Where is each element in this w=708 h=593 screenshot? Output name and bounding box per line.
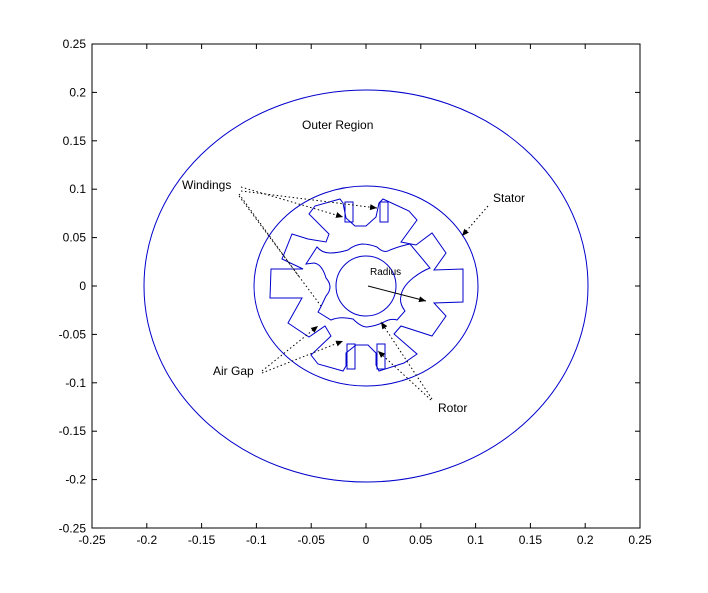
x-tick-label: 0.05: [409, 533, 433, 547]
stator-label: Stator: [493, 191, 525, 205]
x-tick-marks: [91, 44, 641, 528]
y-tick-label: -0.1: [65, 376, 86, 390]
y-tick-labels: 0.25 0.2 0.15 0.1 0.05 0 -0.05 -0.1 -0.1…: [59, 37, 87, 535]
x-tick-label: -0.25: [78, 533, 106, 547]
rotor-label: Rotor: [438, 401, 467, 415]
outer-region-label: Outer Region: [302, 118, 373, 132]
y-tick-label: -0.2: [65, 473, 86, 487]
axes-frame: [91, 43, 641, 529]
x-tick-label: 0.25: [628, 533, 652, 547]
x-tick-label: 0.1: [467, 533, 484, 547]
annotation-leaders: [238, 186, 489, 401]
x-tick-label: -0.2: [136, 533, 157, 547]
stator-outer-boundary: [253, 185, 479, 387]
winding-top-right: [379, 201, 389, 223]
shaft-circle: [335, 255, 397, 317]
motor-geometry: [143, 89, 589, 483]
y-tick-label: 0.05: [63, 231, 87, 245]
outer-region-boundary: [143, 89, 589, 483]
radius-arrow: [367, 285, 427, 303]
y-tick-label: 0.15: [63, 134, 87, 148]
x-tick-labels: -0.25 -0.2 -0.15 -0.1 -0.05 0 0.05 0.1 0…: [78, 533, 652, 547]
y-tick-label: -0.05: [59, 327, 87, 341]
y-tick-label: 0.25: [63, 37, 87, 51]
x-tick-label: 0: [363, 533, 370, 547]
windings-label: Windings: [182, 178, 231, 192]
x-tick-label: 0.15: [519, 533, 543, 547]
air-gap-label: Air Gap: [213, 364, 254, 378]
y-tick-label: 0.1: [69, 182, 86, 196]
y-tick-marks: [92, 43, 640, 529]
y-tick-label: 0.2: [69, 85, 86, 99]
x-tick-label: -0.1: [246, 533, 267, 547]
stator-inner-boundary: [269, 198, 464, 372]
rotor-boundary: [304, 243, 431, 328]
y-tick-label: -0.15: [59, 424, 87, 438]
y-tick-label: -0.25: [59, 521, 87, 535]
x-tick-label: -0.15: [188, 533, 216, 547]
x-tick-label: 0.2: [577, 533, 594, 547]
winding-top-left: [344, 201, 354, 223]
radius-label: Radius: [370, 267, 401, 278]
x-tick-label: -0.05: [298, 533, 326, 547]
y-tick-label: 0: [79, 279, 86, 293]
winding-bottom-left: [346, 343, 356, 370]
